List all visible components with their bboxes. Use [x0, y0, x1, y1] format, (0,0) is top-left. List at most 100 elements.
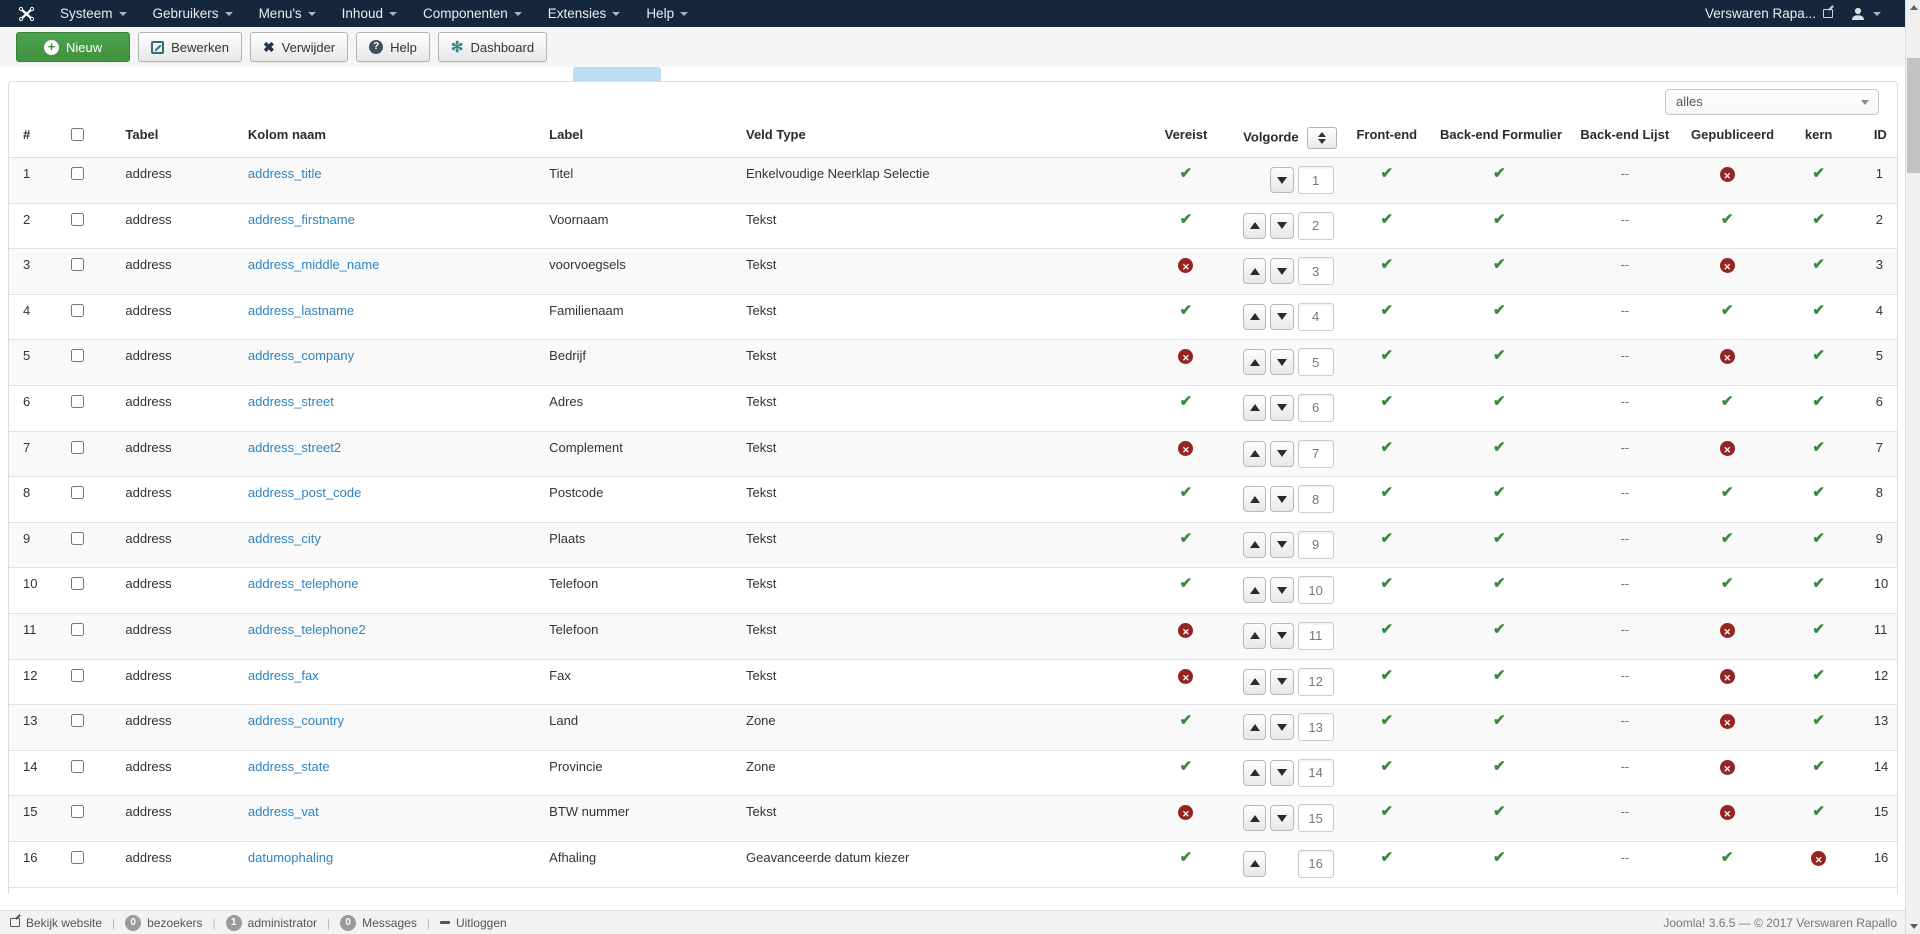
help-button[interactable]: ? Help [356, 32, 430, 62]
column-name-link[interactable]: address_fax [247, 667, 319, 683]
view-site-link[interactable]: Bekijk website [10, 916, 102, 930]
column-name-link[interactable]: address_city [247, 530, 321, 546]
menu-componenten[interactable]: Componenten [410, 0, 535, 27]
order-down-button[interactable] [1270, 440, 1294, 467]
order-input[interactable] [1297, 257, 1334, 286]
account-menu[interactable] [1851, 7, 1881, 20]
select-all-checkbox[interactable] [70, 128, 84, 141]
new-button[interactable]: + Nieuw [16, 32, 131, 62]
order-down-button[interactable] [1270, 668, 1294, 695]
menu-systeem[interactable]: Systeem [47, 0, 140, 27]
row-checkbox[interactable] [70, 303, 84, 317]
row-checkbox[interactable] [70, 394, 84, 408]
order-up-button[interactable] [1243, 212, 1267, 239]
order-down-button[interactable] [1270, 167, 1294, 193]
column-name-link[interactable]: address_telephone2 [247, 621, 366, 637]
column-name-link[interactable]: address_street [247, 393, 334, 409]
check-icon[interactable]: ✔ [1720, 301, 1734, 319]
messages-link[interactable]: 0 Messages [340, 914, 417, 931]
order-input[interactable] [1297, 758, 1334, 787]
check-icon[interactable]: ✔ [1720, 484, 1734, 502]
order-input[interactable] [1297, 485, 1334, 514]
menu-inhoud[interactable]: Inhoud [329, 0, 410, 27]
row-checkbox[interactable] [70, 212, 84, 226]
order-down-button[interactable] [1270, 212, 1294, 239]
order-down-button[interactable] [1270, 531, 1294, 558]
order-input[interactable] [1297, 211, 1334, 240]
cross-icon[interactable]: ✕ [1719, 714, 1735, 730]
order-up-button[interactable] [1243, 759, 1267, 786]
row-checkbox[interactable] [70, 486, 84, 500]
order-up-button[interactable] [1243, 349, 1267, 376]
row-checkbox[interactable] [70, 258, 84, 272]
check-icon[interactable]: ✔ [1720, 575, 1734, 593]
column-name-link[interactable]: address_telephone [247, 576, 359, 592]
column-name-link[interactable]: address_company [247, 348, 355, 364]
column-name-link[interactable]: address_state [247, 758, 330, 774]
menu-menus[interactable]: Menu's [246, 0, 329, 27]
cross-icon[interactable]: ✕ [1719, 258, 1735, 274]
administrators-link[interactable]: 1 administrator [225, 914, 317, 931]
order-up-button[interactable] [1243, 714, 1267, 741]
menu-extensies[interactable]: Extensies [535, 0, 634, 27]
order-input[interactable] [1297, 621, 1334, 650]
check-icon[interactable]: ✔ [1720, 210, 1734, 228]
cross-icon[interactable]: ✕ [1719, 759, 1735, 775]
row-checkbox[interactable] [70, 440, 84, 454]
cross-icon[interactable]: ✕ [1719, 668, 1735, 684]
order-down-button[interactable] [1270, 577, 1294, 604]
cross-icon[interactable]: ✕ [1719, 623, 1735, 638]
order-up-button[interactable] [1243, 258, 1267, 285]
cross-icon[interactable]: ✕ [1719, 805, 1735, 821]
row-checkbox[interactable] [70, 850, 84, 864]
order-up-button[interactable] [1243, 440, 1267, 467]
order-down-button[interactable] [1270, 258, 1294, 285]
column-name-link[interactable]: address_street2 [247, 439, 342, 455]
order-input[interactable] [1297, 439, 1334, 468]
active-tab[interactable] [573, 67, 661, 81]
menu-gebruikers[interactable]: Gebruikers [140, 0, 246, 27]
row-checkbox[interactable] [70, 167, 84, 180]
visitors-link[interactable]: 0 bezoekers [125, 914, 203, 931]
order-input[interactable] [1297, 576, 1334, 605]
menu-help[interactable]: Help [633, 0, 701, 27]
check-icon[interactable]: ✔ [1720, 392, 1734, 410]
order-up-button[interactable] [1243, 394, 1267, 421]
order-input[interactable] [1297, 804, 1334, 833]
column-name-link[interactable]: address_title [247, 166, 322, 181]
row-checkbox[interactable] [70, 714, 84, 728]
order-down-button[interactable] [1270, 622, 1294, 649]
order-up-button[interactable] [1243, 850, 1267, 877]
order-up-button[interactable] [1243, 531, 1267, 558]
order-up-button[interactable] [1243, 805, 1267, 832]
row-checkbox[interactable] [70, 805, 84, 819]
order-input[interactable] [1297, 713, 1334, 742]
column-name-link[interactable]: address_firstname [247, 211, 355, 227]
scroll-up-arrow[interactable] [1906, 0, 1920, 15]
order-up-button[interactable] [1243, 303, 1267, 330]
order-down-button[interactable] [1270, 759, 1294, 786]
scrollbar-thumb[interactable] [1907, 58, 1920, 173]
scroll-down-arrow[interactable] [1906, 919, 1920, 934]
logout-link[interactable]: Uitloggen [439, 916, 507, 930]
cross-icon[interactable]: ✕ [1719, 167, 1735, 183]
column-name-link[interactable]: address_lastname [247, 302, 355, 318]
row-checkbox[interactable] [70, 759, 84, 773]
order-down-button[interactable] [1270, 714, 1294, 741]
order-up-button[interactable] [1243, 577, 1267, 604]
order-input[interactable] [1297, 667, 1334, 696]
site-preview-link[interactable]: Verswaren Rapa... [1705, 6, 1833, 21]
order-down-button[interactable] [1270, 303, 1294, 330]
row-checkbox[interactable] [70, 577, 84, 591]
order-input[interactable] [1297, 530, 1334, 559]
column-name-link[interactable]: address_vat [247, 804, 319, 820]
order-up-button[interactable] [1243, 486, 1267, 513]
delete-button[interactable]: ✖ Verwijder [249, 32, 349, 62]
check-icon[interactable]: ✔ [1720, 848, 1734, 866]
filter-select[interactable]: alles [1665, 89, 1879, 115]
order-up-button[interactable] [1243, 668, 1267, 695]
order-input[interactable] [1297, 849, 1334, 878]
order-input[interactable] [1297, 302, 1334, 331]
column-name-link[interactable]: address_post_code [247, 485, 362, 501]
row-checkbox[interactable] [70, 622, 84, 636]
